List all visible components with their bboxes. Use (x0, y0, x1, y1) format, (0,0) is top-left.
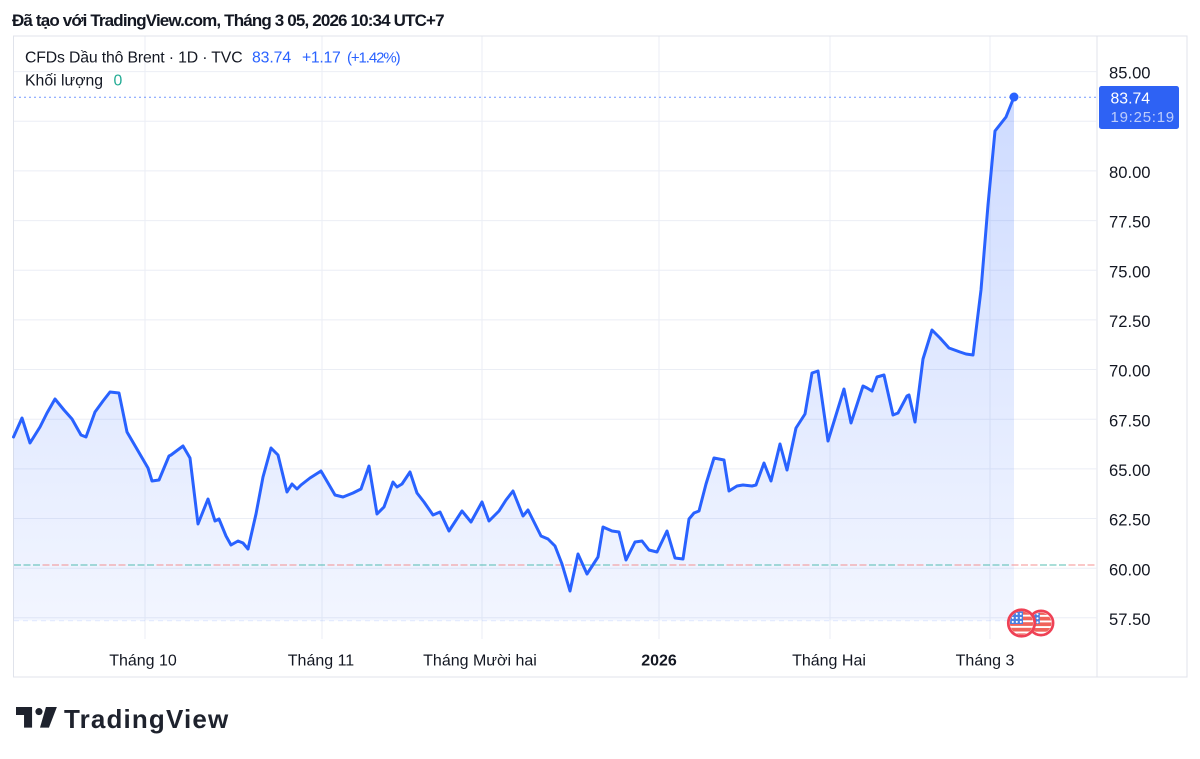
svg-text:80.00: 80.00 (1109, 163, 1151, 182)
svg-text:2026: 2026 (641, 652, 677, 669)
svg-text:Tháng Mười hai: Tháng Mười hai (423, 652, 537, 669)
svg-text:+1.17: +1.17 (302, 49, 340, 66)
svg-text:19:25:19: 19:25:19 (1111, 109, 1175, 126)
svg-text:75.00: 75.00 (1109, 262, 1151, 281)
svg-text:57.50: 57.50 (1109, 610, 1151, 629)
svg-text:77.50: 77.50 (1109, 213, 1151, 232)
svg-text:Tháng Hai: Tháng Hai (792, 652, 866, 669)
svg-text:Tháng 10: Tháng 10 (109, 652, 177, 669)
svg-text:62.50: 62.50 (1109, 511, 1151, 530)
svg-text:CFDs Dầu thô Brent · 1D · TVC: CFDs Dầu thô Brent · 1D · TVC (25, 49, 242, 66)
svg-text:72.50: 72.50 (1109, 312, 1151, 331)
svg-text:85.00: 85.00 (1109, 64, 1151, 83)
svg-text:0: 0 (114, 72, 123, 89)
svg-text:Tháng 3: Tháng 3 (956, 652, 1015, 669)
svg-text:Khối lượng: Khối lượng (25, 72, 103, 89)
svg-text:83.74: 83.74 (1111, 91, 1151, 108)
svg-text:(+1.42%): (+1.42%) (347, 49, 401, 66)
svg-text:70.00: 70.00 (1109, 362, 1151, 381)
svg-text:Tháng 11: Tháng 11 (288, 652, 355, 669)
svg-text:TradingView: TradingView (64, 704, 229, 734)
svg-text:83.74: 83.74 (252, 49, 291, 66)
svg-text:67.50: 67.50 (1109, 411, 1151, 430)
svg-text:60.00: 60.00 (1109, 560, 1151, 579)
svg-text:Đã tạo với TradingView.com, Th: Đã tạo với TradingView.com, Tháng 3 05, … (12, 11, 444, 30)
svg-text:65.00: 65.00 (1109, 461, 1151, 480)
